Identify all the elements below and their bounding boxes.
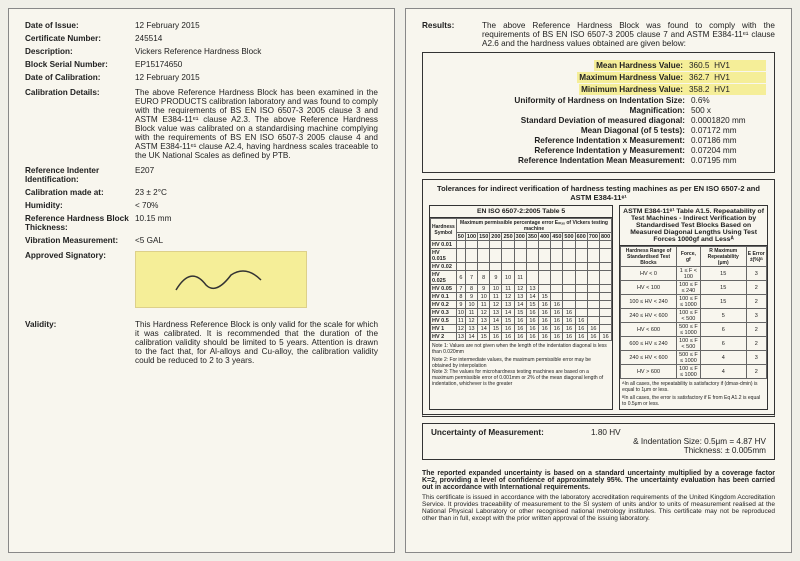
cert-no-label: Certificate Number: (25, 34, 135, 43)
vibration-label: Vibration Measurement: (25, 236, 135, 245)
description: Vickers Reference Hardness Block (135, 47, 378, 56)
rx-label: Reference Indentation x Measurement: (534, 136, 685, 145)
results-box: Mean Hardness Value: 360.5 HV1 Maximum Ha… (422, 52, 775, 173)
mag-val: 500 x (691, 106, 766, 115)
mean-val: 360.5 (689, 61, 710, 70)
indenter-label: Reference Indenter Identification: (25, 166, 135, 184)
thickness-label: Reference Hardness Block Thickness: (25, 214, 135, 232)
min-val: 358.2 (689, 85, 710, 94)
footer-bold: The reported expanded uncertainty is bas… (422, 470, 775, 491)
validity-label: Validity: (25, 320, 135, 365)
max-unit: HV1 (714, 73, 730, 82)
tolerance-right-col: ASTM E384-11ᵉ¹ Table A1.5. Repeatability… (619, 205, 768, 410)
signature-icon (161, 260, 281, 300)
rm-val: 0.07195 mm (691, 156, 766, 165)
tol-right-footB: ᴮIn all cases, the error is satisfactory… (620, 395, 767, 409)
tol-right-header: ASTM E384-11ᵉ¹ Table A1.5. Repeatability… (620, 206, 767, 246)
results-label: Results: (422, 21, 482, 48)
signatory-label: Approved Signatory: (25, 251, 135, 308)
cal-details-label: Calibration Details: (25, 88, 135, 160)
min-label: Minimum Hardness Value: (581, 85, 683, 94)
uncert-val: 1.80 HV (591, 428, 621, 437)
tol-left-note1: Note 1: Values are not given when the le… (430, 341, 612, 357)
indenter: E207 (135, 166, 378, 184)
uncert-thick: Thickness: ± 0.005mm (431, 446, 766, 455)
uncertainty-box: Uncertainty of Measurement:1.80 HV & Ind… (422, 423, 775, 460)
cert-no: 245514 (135, 34, 378, 43)
date-cal: 12 February 2015 (135, 73, 378, 82)
thickness: 10.15 mm (135, 214, 378, 232)
description-label: Description: (25, 47, 135, 56)
tol-right-table: Hardness Range of Standardised Test Bloc… (620, 246, 767, 379)
tol-left-header: EN ISO 6507-2:2005 Table 5 (430, 206, 612, 218)
date-cal-label: Date of Calibration: (25, 73, 135, 82)
validity: This Hardness Reference Block is only va… (135, 320, 378, 365)
serial: EP15174650 (135, 60, 378, 69)
results-text: The above Reference Hardness Block was f… (482, 21, 775, 48)
mean-label: Mean Hardness Value: (596, 61, 683, 70)
tol-right-footA: ᴬIn all cases, the repeatability is sati… (620, 379, 767, 395)
sd-val: 0.0001820 mm (691, 116, 766, 125)
signature-box (135, 251, 307, 308)
mean-unit: HV1 (714, 61, 730, 70)
cal-at-label: Calibration made at: (25, 188, 135, 197)
left-page: Date of Issue:12 February 2015 Certifica… (8, 8, 395, 553)
ry-label: Reference Indentation y Measurement: (534, 146, 685, 155)
serial-label: Block Serial Number: (25, 60, 135, 69)
cal-at: 23 ± 2°C (135, 188, 378, 197)
footer-small: This certificate is issued in accordance… (422, 494, 775, 522)
tolerance-title: Tolerances for indirect verification of … (429, 184, 768, 202)
tolerance-box: Tolerances for indirect verification of … (422, 179, 775, 417)
unif-label: Uniformity of Hardness on Indentation Si… (514, 96, 685, 105)
uncert-indent: & Indentation Size: 0.5μm = 4.87 HV (431, 437, 766, 446)
uncert-label: Uncertainty of Measurement: (431, 428, 591, 437)
humidity-label: Humidity: (25, 201, 135, 210)
rm-label: Reference Indentation Mean Measurement: (518, 156, 685, 165)
tol-left-note3: Note 3: The values for microhardness tes… (430, 369, 612, 389)
footer: The reported expanded uncertainty is bas… (422, 470, 775, 522)
max-label: Maximum Hardness Value: (579, 73, 683, 82)
right-page: Results:The above Reference Hardness Blo… (405, 8, 792, 553)
tol-left-note2: Note 2: For intermediate values, the max… (430, 357, 612, 369)
max-val: 362.7 (689, 73, 710, 82)
md-val: 0.07172 mm (691, 126, 766, 135)
tol-left-table: Hardness SymbolMaximum permissible perce… (430, 218, 612, 341)
cal-details: The above Reference Hardness Block has b… (135, 88, 378, 160)
vibration: <5 GAL (135, 236, 378, 245)
mag-label: Magnification: (630, 106, 686, 115)
tolerance-left-col: EN ISO 6507-2:2005 Table 5 Hardness Symb… (429, 205, 613, 410)
sd-label: Standard Deviation of measured diagonal: (521, 116, 685, 125)
date-issue: 12 February 2015 (135, 21, 378, 30)
date-issue-label: Date of Issue: (25, 21, 135, 30)
min-unit: HV1 (714, 85, 730, 94)
unif-val: 0.6% (691, 96, 766, 105)
humidity: < 70% (135, 201, 378, 210)
ry-val: 0.07204 mm (691, 146, 766, 155)
rx-val: 0.07186 mm (691, 136, 766, 145)
md-label: Mean Diagonal (of 5 tests): (581, 126, 685, 135)
